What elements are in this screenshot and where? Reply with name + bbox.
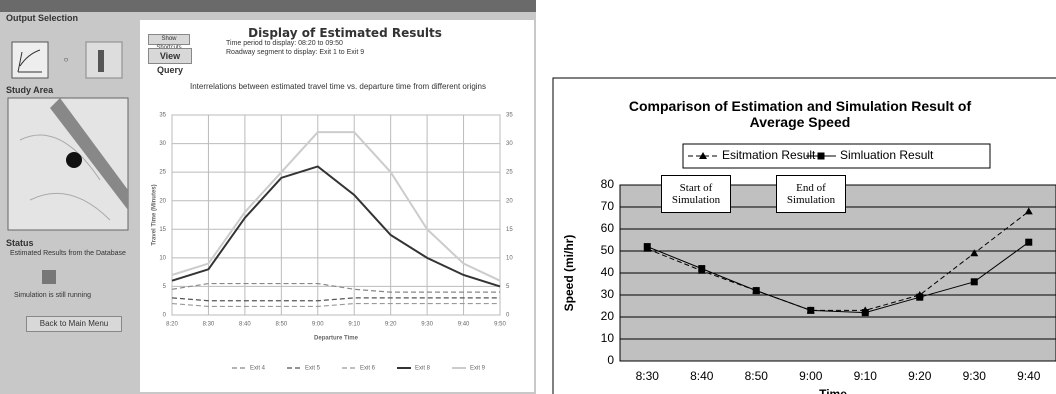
y-tick-label: 40 [601, 265, 615, 279]
y-tick-label: 50 [601, 243, 615, 257]
marker [753, 287, 760, 294]
x-tick-label: 8:30 [636, 369, 660, 383]
legend-label: Exit 5 [305, 366, 321, 372]
back-button[interactable]: Back to Main Menu [26, 316, 122, 332]
x-tick-label: 9:30 [963, 369, 987, 383]
x-tick-label: 9:20 [385, 322, 397, 328]
status-icon [42, 270, 56, 284]
x-tick-label: 9:00 [799, 369, 823, 383]
title-bar [0, 0, 536, 12]
y-tick-label: 60 [601, 221, 615, 235]
plot-area [172, 115, 500, 315]
y-tick-label: 20 [601, 309, 615, 323]
y-tick-label: 10 [159, 255, 166, 261]
time-period: Time period to display: 08:20 to 09:50 [226, 40, 343, 47]
x-tick-label: 9:20 [908, 369, 932, 383]
marker [698, 265, 705, 272]
y-tick-label: 35 [159, 113, 166, 119]
y-tick-label: 20 [159, 198, 166, 204]
marker [916, 294, 923, 301]
y2-tick-label: 35 [506, 113, 513, 119]
marker [971, 278, 978, 285]
y-tick-label: 10 [601, 331, 615, 345]
marker [862, 309, 869, 316]
annotation: End of Simulation [776, 175, 846, 213]
x-tick-label: 9:40 [458, 322, 470, 328]
x-tick-label: 9:10 [854, 369, 878, 383]
x-tick-label: 8:50 [745, 369, 769, 383]
x-tick-label: 9:40 [1017, 369, 1041, 383]
y-tick-label: 0 [607, 353, 614, 367]
output-icon[interactable] [12, 42, 48, 78]
icon-bar [98, 50, 104, 72]
x-tick-label: 9:30 [421, 322, 433, 328]
y-tick-label: 70 [601, 199, 615, 213]
chart-title: Comparison of Estimation and Simulation … [608, 98, 992, 130]
y-tick-label: 30 [601, 287, 615, 301]
y2-tick-label: 15 [506, 227, 513, 233]
y-tick-label: 80 [601, 177, 615, 191]
y-tick-label: 25 [159, 170, 166, 176]
icon-or: ○ [64, 55, 69, 64]
x-tick-label: 8:40 [690, 369, 714, 383]
y-axis-label: Travel Time (Minutes) [152, 184, 158, 245]
y-axis-label: Speed (mi/hr) [562, 235, 576, 312]
marker [818, 153, 825, 160]
segment: Roadway segment to display: Exit 1 to Ex… [226, 49, 364, 56]
legend-label: Exit 9 [470, 366, 486, 372]
chart-title: Interrelations between estimated travel … [148, 82, 528, 91]
app-title: Display of Estimated Results [240, 26, 450, 40]
view-query-button[interactable]: View Query [148, 48, 192, 64]
x-tick-label: 8:20 [166, 322, 178, 328]
section-label: Study Area [6, 85, 53, 95]
y-tick-label: 30 [159, 141, 166, 147]
status-text: Estimated Results from the Database [10, 250, 130, 257]
legend-label: Exit 8 [415, 366, 431, 372]
x-tick-label: 9:50 [494, 322, 506, 328]
x-tick-label: 9:10 [348, 322, 360, 328]
shortcut-button[interactable]: Show Shortcuts [148, 34, 190, 45]
section-label: Status [6, 238, 34, 248]
legend-label: Esitmation Result [722, 148, 816, 162]
marker [1025, 239, 1032, 246]
legend-label: Exit 4 [250, 366, 266, 372]
marker [644, 243, 651, 250]
marker [807, 307, 814, 314]
status-note: Simulation is still running [14, 292, 134, 299]
y-tick-label: 15 [159, 227, 166, 233]
section-label: Output Selection [6, 13, 78, 23]
x-tick-label: 9:00 [312, 322, 324, 328]
x-tick-label: 8:50 [275, 322, 287, 328]
x-tick-label: 8:30 [203, 322, 215, 328]
legend-label: Exit 6 [360, 366, 376, 372]
x-tick-label: 8:40 [239, 322, 251, 328]
x-axis-label: Time [819, 387, 847, 394]
y2-tick-label: 30 [506, 141, 513, 147]
y2-tick-label: 10 [506, 255, 513, 261]
legend-label: Simluation Result [840, 148, 934, 162]
map-location [66, 152, 82, 168]
y2-tick-label: 20 [506, 198, 513, 204]
x-axis-label: Departure Time [314, 336, 359, 342]
page: ○ 00551010151520202525303035358:208:308:… [0, 0, 1056, 394]
annotation: Start of Simulation [661, 175, 731, 213]
y2-tick-label: 25 [506, 170, 513, 176]
